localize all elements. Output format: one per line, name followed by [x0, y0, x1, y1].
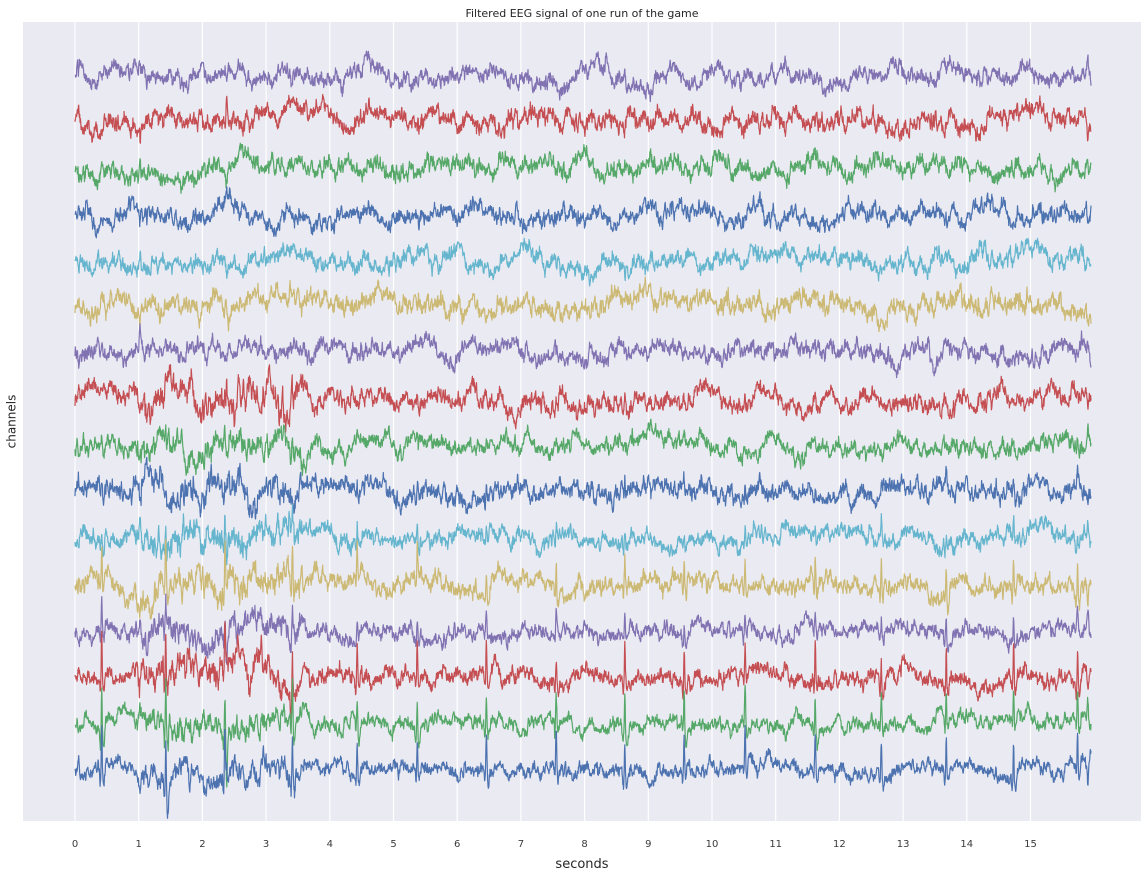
eeg-trace-channel-15: [74, 677, 1092, 788]
eeg-trace-channel-10: [74, 456, 1092, 520]
eeg-trace-channel-13: [74, 593, 1092, 665]
x-tick-label: 7: [517, 839, 525, 850]
eeg-trace-channel-12: [74, 538, 1092, 620]
x-tick-label: 9: [645, 839, 652, 850]
eeg-trace-channel-16: [74, 724, 1092, 819]
eeg-trace-channel-3: [74, 142, 1092, 194]
eeg-trace-channel-14: [74, 621, 1092, 722]
y-axis-label: channels: [4, 394, 19, 449]
eeg-traces-canvas: [74, 22, 1092, 821]
x-tick-label: 2: [199, 839, 206, 850]
eeg-trace-channel-7: [74, 323, 1092, 379]
eeg-trace-channel-5: [74, 237, 1092, 287]
x-tick-label: 13: [896, 839, 910, 850]
x-tick-label: 8: [581, 839, 588, 850]
x-tick-label: 0: [71, 839, 79, 850]
x-tick-labels: 0 1 2 3 4 5 6 7 8 9 10 11 12 13 14 15: [0, 839, 1148, 853]
x-tick-label: 12: [833, 839, 846, 850]
x-tick-label: 3: [262, 839, 270, 850]
eeg-trace-channel-2: [74, 93, 1092, 144]
chart-title: Filtered EEG signal of one run of the ga…: [465, 7, 699, 20]
eeg-trace-channel-6: [74, 276, 1092, 333]
eeg-trace-channel-9: [74, 418, 1092, 477]
x-tick-label: 15: [1024, 839, 1037, 850]
x-axis-label: seconds: [555, 857, 609, 872]
eeg-trace-channel-4: [74, 186, 1092, 239]
x-tick-label: 11: [769, 839, 783, 850]
plot-area: [23, 22, 1141, 821]
x-tick-label: 10: [705, 839, 719, 850]
x-tick-label: 14: [960, 839, 974, 850]
x-tick-label: 6: [454, 839, 461, 850]
eeg-trace-channel-1: [74, 50, 1092, 103]
x-tick-label: 4: [326, 839, 333, 850]
eeg-trace-channel-8: [74, 364, 1092, 433]
eeg-trace-channel-11: [74, 503, 1092, 566]
x-tick-label: 1: [135, 839, 142, 850]
x-tick-label: 5: [390, 839, 397, 850]
